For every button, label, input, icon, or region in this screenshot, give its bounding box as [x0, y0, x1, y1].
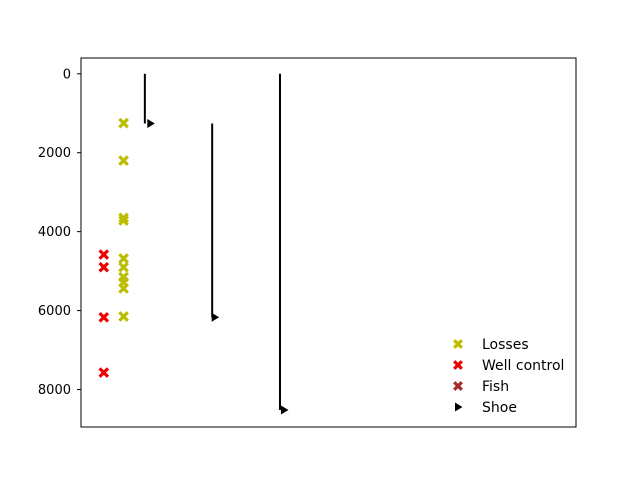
y-tick-label: 0	[63, 67, 71, 82]
losses-marker-2	[118, 155, 129, 166]
legend-fish-marker	[453, 381, 463, 391]
losses-marker-4	[118, 215, 129, 226]
losses-marker-1	[118, 117, 129, 129]
shoe-marker-3	[280, 405, 289, 415]
legend-well-control-label: Well control	[482, 358, 564, 374]
y-tick-label: 6000	[38, 304, 71, 319]
losses-marker-10	[118, 311, 129, 322]
plot-frame	[80, 57, 577, 428]
well-control-marker-1	[98, 249, 110, 260]
y-tick-label: 8000	[38, 383, 71, 398]
well-control-marker-2	[98, 261, 110, 273]
losses-marker-9	[118, 283, 129, 294]
shoe-marker-2	[211, 312, 220, 322]
legend-shoe-label: Shoe	[482, 400, 517, 416]
shoe-marker-1	[147, 119, 155, 129]
legend: Losses Well control Fish Shoe	[453, 337, 564, 416]
losses-marker-3	[118, 212, 129, 224]
legend-well-control-marker	[453, 360, 463, 370]
legend-fish-label: Fish	[482, 379, 509, 395]
legend-shoe-marker	[455, 402, 463, 412]
legend-losses-marker	[453, 339, 463, 349]
losses-marker-6	[118, 261, 129, 273]
well-control-marker-3	[98, 311, 110, 323]
well-control-marker-4	[98, 367, 110, 378]
y-axis: 0 2000 4000 6000 8000	[38, 57, 577, 428]
legend-losses-label: Losses	[482, 337, 529, 353]
plot-area	[98, 73, 289, 415]
y-tick-label: 4000	[38, 225, 71, 240]
losses-marker-5	[118, 253, 129, 264]
y-tick-label: 2000	[38, 146, 71, 161]
